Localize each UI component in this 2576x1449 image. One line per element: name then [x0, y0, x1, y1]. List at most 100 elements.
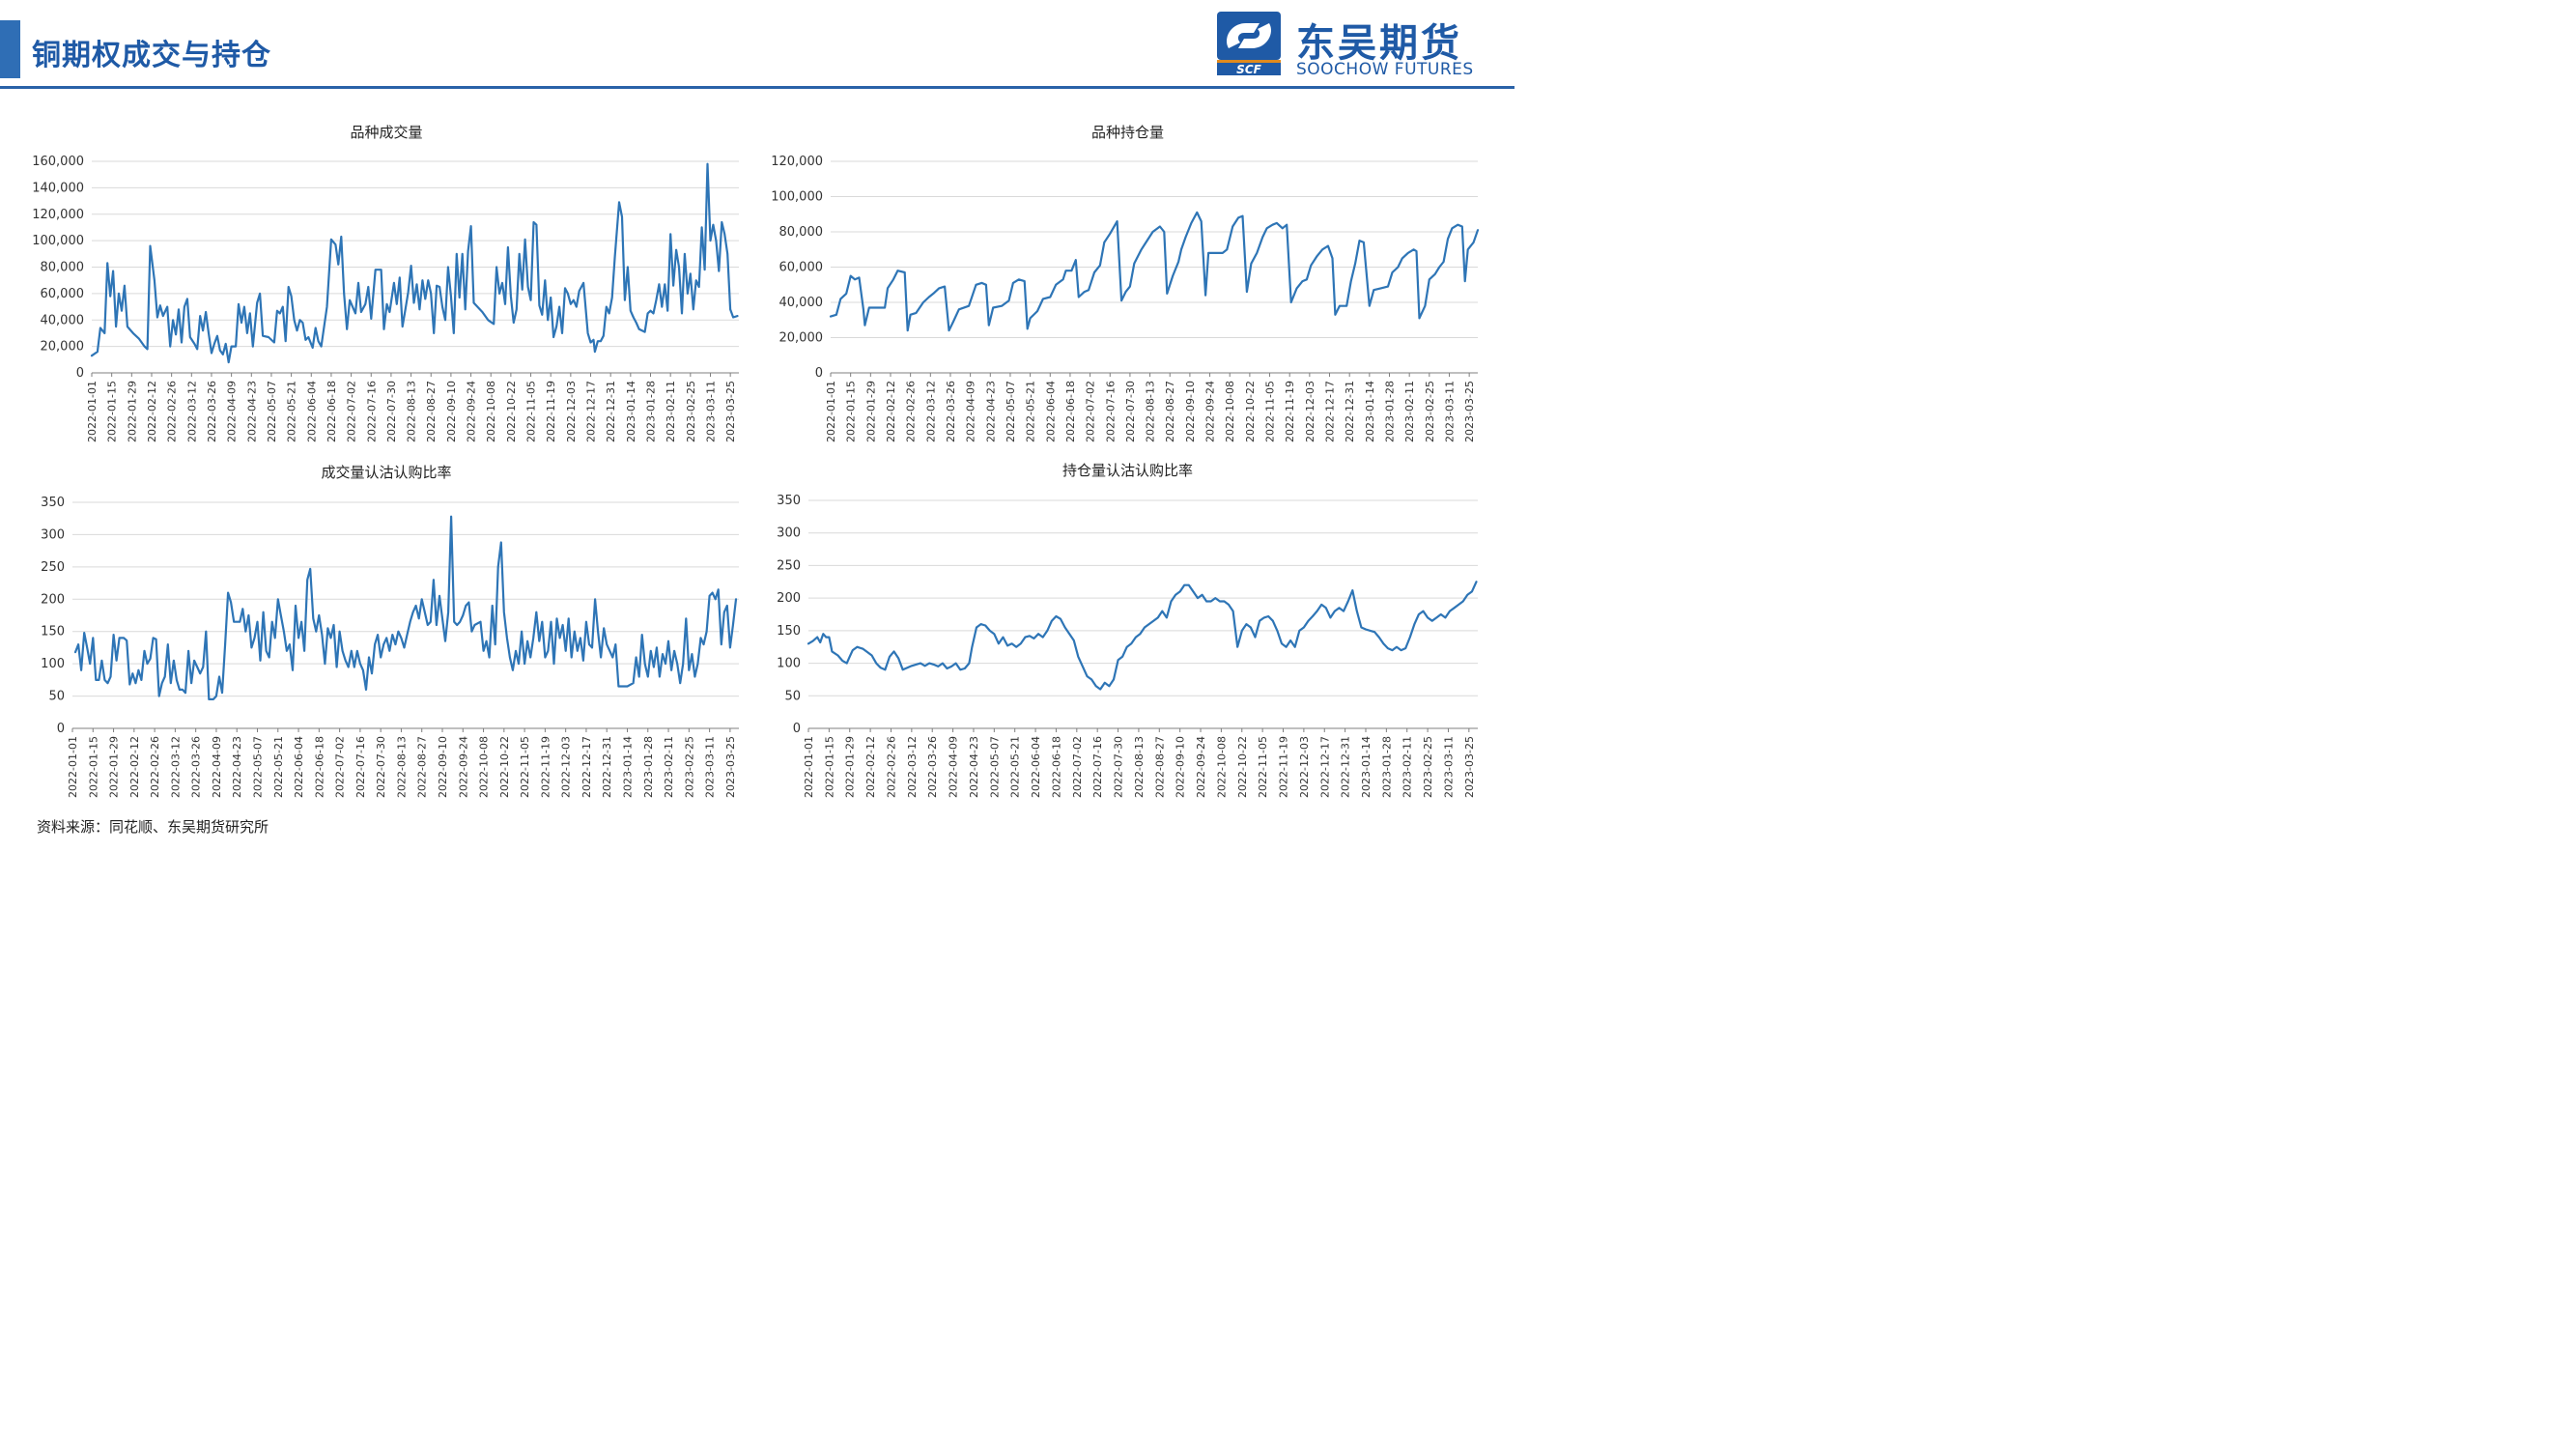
x-tick-label: 2022-01-29 [126, 381, 138, 442]
x-tick-label: 2022-12-17 [1318, 736, 1331, 798]
x-tick-label: 2023-01-28 [1380, 736, 1393, 798]
x-tick-label: 2022-04-09 [226, 381, 239, 442]
x-tick-label: 2022-07-02 [334, 736, 347, 798]
y-tick-label: 0 [57, 722, 65, 736]
y-tick-label: 350 [777, 494, 801, 508]
oi-ratio-chart-panel: 持仓量认沽认购比率 0 50 100 150 200 250 300 350 2022-01-0… [758, 452, 1497, 800]
x-tick-label: 2022-06-18 [1050, 736, 1062, 798]
x-tick-label: 2022-04-09 [965, 381, 977, 442]
x-tick-label: 2022-07-30 [385, 381, 398, 442]
x-tick-label: 2022-08-27 [1164, 381, 1176, 442]
x-tick-label: 2022-03-12 [185, 381, 198, 442]
x-tick-label: 2023-02-11 [1403, 381, 1416, 442]
x-tick-label: 2023-01-14 [621, 736, 634, 798]
x-tick-label: 2022-10-22 [498, 736, 511, 798]
y-tick-label: 0 [76, 366, 84, 381]
x-tick-label: 2022-03-12 [906, 736, 919, 798]
x-tick-label: 2022-07-30 [1113, 736, 1125, 798]
x-tick-label: 2022-07-02 [346, 381, 358, 442]
y-tick-label: 60,000 [41, 287, 85, 301]
x-tick-label: 2022-12-03 [560, 736, 573, 798]
y-tick-label: 20,000 [41, 340, 85, 355]
x-tick-label: 2022-05-21 [286, 381, 298, 442]
x-tick-label: 2022-07-16 [1091, 736, 1104, 798]
volume-chart-panel: 品种成交量 0 20,000 40,000 60,000 80,000 100,000 12… [19, 114, 753, 442]
x-tick-label: 2022-04-23 [231, 736, 243, 798]
x-tick-label: 2022-09-10 [437, 736, 449, 798]
x-tick-label: 2022-01-01 [825, 381, 837, 442]
y-tick-label: 250 [41, 560, 65, 575]
x-tick-label: 2022-12-31 [1344, 381, 1356, 442]
x-tick-label: 2022-03-26 [926, 736, 939, 798]
y-tick-label: 300 [41, 527, 65, 542]
x-tick-label: 2022-02-26 [885, 736, 897, 798]
volume-ratio-chart-panel: 成交量认沽认购比率 0 50 100 150 200 250 300 350 2022-01-0… [19, 452, 753, 800]
x-tick-label: 2023-03-11 [704, 736, 717, 798]
y-tick-label: 200 [777, 591, 801, 606]
x-tick-label: 2022-04-23 [984, 381, 997, 442]
y-tick-label: 120,000 [771, 155, 823, 169]
scf-logo-icon: SCF [1217, 12, 1281, 76]
y-tick-label: 200 [41, 592, 65, 607]
x-tick-label: 2023-03-11 [704, 381, 717, 442]
x-tick-label: 2022-06-04 [293, 736, 305, 798]
y-tick-label: 100,000 [32, 234, 84, 248]
x-tick-label: 2022-10-08 [478, 736, 491, 798]
x-tick-label: 2023-02-11 [665, 381, 677, 442]
x-tick-label: 2022-01-15 [845, 381, 858, 442]
x-tick-label: 2022-02-12 [885, 381, 897, 442]
volume-chart: 0 20,000 40,000 60,000 80,000 100,000 120,000 1… [32, 155, 739, 442]
x-tick-label: 2023-02-25 [685, 381, 697, 442]
x-tick-label: 2023-01-28 [645, 381, 658, 442]
x-tick-label: 2022-02-12 [128, 736, 141, 798]
y-tick-label: 100,000 [771, 190, 823, 205]
x-tick-label: 2023-03-25 [1463, 736, 1476, 798]
y-tick-label: 120,000 [32, 208, 84, 222]
x-tick-label: 2022-11-05 [519, 736, 531, 798]
x-tick-label: 2022-07-16 [1104, 381, 1117, 442]
x-tick-label: 2022-08-27 [425, 381, 438, 442]
x-tick-label: 2022-12-03 [1298, 736, 1311, 798]
x-tick-label: 2022-08-27 [416, 736, 429, 798]
x-tick-label: 2022-10-22 [1236, 736, 1249, 798]
x-tick-label: 2022-07-30 [1124, 381, 1137, 442]
x-tick-label: 2023-02-11 [1401, 736, 1414, 798]
x-tick-label: 2022-05-07 [1005, 381, 1017, 442]
y-tick-label: 50 [48, 690, 65, 704]
logo-english-name: SOOCHOW FUTURES [1296, 60, 1474, 79]
x-tick-label: 2023-03-25 [724, 736, 737, 798]
x-tick-label: 2022-12-03 [565, 381, 578, 442]
x-tick-label: 2022-07-02 [1085, 381, 1097, 442]
x-tick-label: 2022-11-05 [1257, 736, 1269, 798]
x-tick-label: 2022-03-26 [945, 381, 957, 442]
open-interest-chart-panel: 品种持仓量 0 20,000 40,000 60,000 80,000 100,000 12… [758, 114, 1497, 442]
oi-put-call-ratio-chart: 0 50 100 150 200 250 300 350 2022-01-01 2022-01-1… [777, 494, 1478, 798]
chart-title: 持仓量认沽认购比率 [1062, 462, 1193, 479]
header-divider [0, 86, 1514, 89]
x-tick-label: 2022-08-13 [406, 381, 418, 442]
x-tick-label: 2022-12-31 [601, 736, 613, 798]
x-tick-label: 2023-01-14 [1360, 736, 1373, 798]
x-tick-label: 2023-02-25 [1422, 736, 1434, 798]
y-tick-label: 40,000 [779, 296, 824, 310]
x-tick-label: 2022-06-04 [1030, 736, 1042, 798]
x-tick-label: 2023-03-11 [1442, 736, 1455, 798]
x-tick-label: 2022-05-07 [988, 736, 1001, 798]
y-tick-label: 0 [815, 366, 823, 381]
x-tick-label: 2022-03-26 [190, 736, 203, 798]
y-tick-label: 160,000 [32, 155, 84, 169]
x-tick-label: 2022-10-22 [1244, 381, 1257, 442]
x-tick-label: 2022-11-19 [1278, 736, 1290, 798]
y-tick-label: 100 [41, 657, 65, 671]
x-tick-label: 2022-02-26 [149, 736, 161, 798]
chart-title: 成交量认沽认购比率 [321, 464, 452, 481]
x-tick-label: 2022-01-01 [67, 736, 79, 798]
x-tick-label: 2022-09-24 [457, 736, 469, 798]
x-tick-label: 2022-01-15 [823, 736, 835, 798]
x-tick-label: 2022-07-02 [1071, 736, 1084, 798]
series-line [73, 515, 738, 700]
brand-logo: SCF 东吴期货 SOOCHOW FUTURES [1215, 10, 1510, 79]
x-tick-label: 2022-06-04 [1044, 381, 1057, 442]
x-tick-label: 2022-12-17 [580, 736, 593, 798]
logo-mark-text: SCF [1236, 63, 1261, 76]
